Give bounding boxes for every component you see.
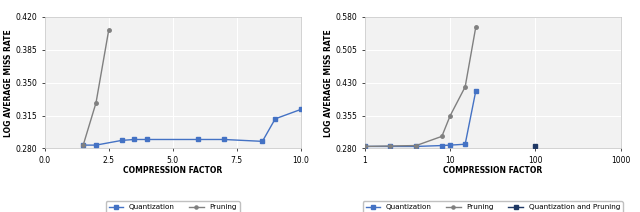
Quantization — [131, 138, 138, 141]
Quantization — [387, 145, 394, 148]
Pruning — [412, 144, 420, 147]
Y-axis label: LOG AVERAGE MISS RATE: LOG AVERAGE MISS RATE — [3, 29, 13, 137]
Pruning — [361, 145, 369, 148]
Quantization — [271, 118, 279, 120]
Pruning — [438, 135, 445, 138]
X-axis label: COMPRESSION FACTOR: COMPRESSION FACTOR — [443, 166, 543, 175]
X-axis label: COMPRESSION FACTOR: COMPRESSION FACTOR — [123, 166, 223, 175]
Quantization — [438, 144, 445, 147]
Quantization — [472, 89, 479, 92]
Quantization — [143, 138, 151, 141]
Pruning — [79, 144, 87, 146]
Quantization — [118, 139, 125, 142]
Quantization — [220, 138, 228, 141]
Pruning — [461, 86, 469, 88]
Line: Quantization: Quantization — [363, 89, 477, 148]
Quantization — [92, 144, 100, 146]
Quantization — [461, 143, 469, 145]
Quantization — [297, 108, 305, 111]
Pruning — [92, 102, 100, 104]
Y-axis label: LOG AVERAGE MISS RATE: LOG AVERAGE MISS RATE — [323, 29, 333, 137]
Pruning — [472, 26, 479, 28]
Pruning — [105, 28, 113, 31]
Pruning — [446, 114, 454, 117]
Legend: Quantization, Pruning: Quantization, Pruning — [106, 201, 240, 212]
Quantization — [259, 140, 266, 143]
Quantization — [195, 138, 202, 141]
Quantization — [446, 144, 454, 146]
Legend: Quantization, Pruning, Quantization and Pruning: Quantization, Pruning, Quantization and … — [363, 201, 623, 212]
Line: Quantization: Quantization — [81, 108, 303, 147]
Quantization — [79, 144, 87, 146]
Line: Pruning: Pruning — [81, 28, 111, 147]
Quantization — [412, 145, 420, 148]
Line: Pruning: Pruning — [363, 25, 477, 148]
Pruning — [387, 145, 394, 147]
Quantization — [361, 145, 369, 148]
